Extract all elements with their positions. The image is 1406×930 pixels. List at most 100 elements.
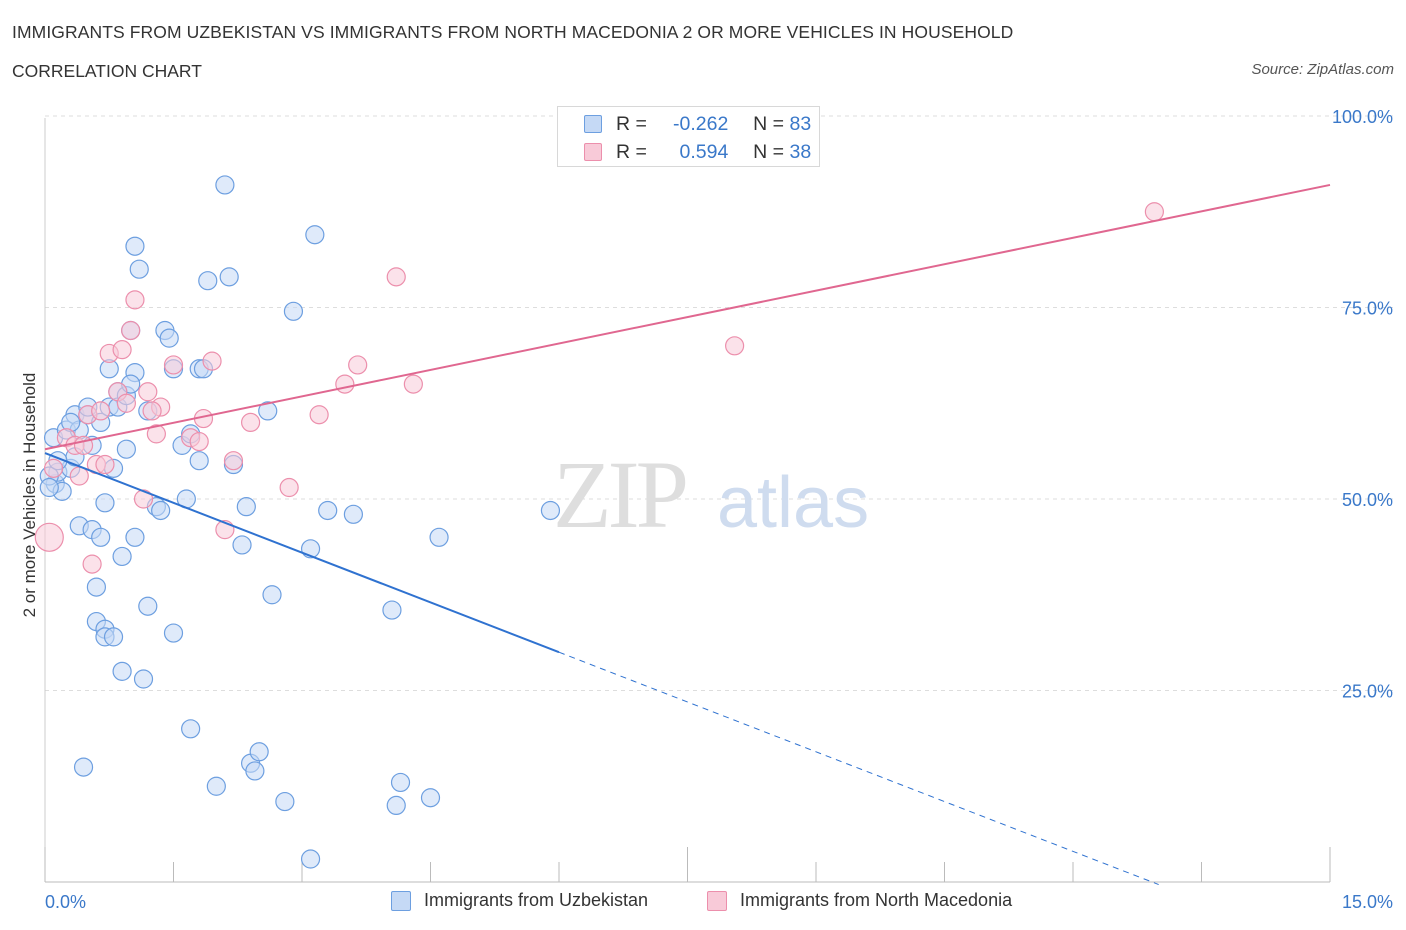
blue-point bbox=[215, 175, 235, 195]
blue-point bbox=[163, 623, 184, 643]
blue-point bbox=[420, 788, 441, 808]
stats-n-label: N = bbox=[753, 113, 785, 135]
blue-point bbox=[103, 627, 124, 647]
axes bbox=[44, 118, 1331, 883]
watermark-zip: ZIP bbox=[553, 441, 686, 548]
trend-lines bbox=[44, 183, 1331, 886]
blue-point bbox=[305, 225, 325, 245]
chart-title: IMMIGRANTS FROM UZBEKISTAN VS IMMIGRANTS… bbox=[12, 22, 1014, 42]
blue-point bbox=[95, 493, 115, 513]
stats-swatch-pink bbox=[584, 143, 602, 161]
pink-point bbox=[348, 355, 368, 375]
stats-swatch-blue bbox=[584, 115, 602, 133]
y-tick-label: 50.0% bbox=[1342, 490, 1393, 510]
stats-n-value: 38 bbox=[789, 141, 812, 163]
blue-point bbox=[386, 795, 406, 816]
blue-point bbox=[181, 719, 201, 739]
pink-point bbox=[91, 401, 111, 421]
trend-line-uzbekistan-extension bbox=[558, 651, 1159, 886]
series-north-macedonia-points bbox=[34, 202, 1164, 574]
stats-r-value: 0.594 bbox=[679, 141, 729, 163]
blue-point bbox=[283, 301, 304, 321]
x-tick-label: 0.0% bbox=[45, 892, 86, 912]
pink-point bbox=[309, 405, 329, 425]
blue-point bbox=[245, 761, 265, 781]
blue-point bbox=[343, 504, 363, 524]
blue-point bbox=[125, 236, 145, 256]
pink-point bbox=[133, 489, 154, 509]
pink-point bbox=[163, 355, 184, 375]
pink-point bbox=[116, 393, 136, 413]
y-tick-label: 75.0% bbox=[1342, 299, 1393, 319]
tick-labels: 25.0% 50.0% 75.0% 100.0% 0.0% 15.0% bbox=[45, 107, 1393, 912]
blue-point bbox=[189, 451, 209, 471]
pink-point bbox=[189, 431, 209, 452]
blue-point bbox=[258, 401, 278, 421]
legend-swatch-blue bbox=[391, 891, 411, 911]
stats-row-uzbekistan: R = -0.262 N = 83 bbox=[558, 112, 819, 138]
blue-point bbox=[39, 477, 59, 498]
blue-point bbox=[73, 757, 94, 777]
blue-point bbox=[249, 742, 269, 762]
watermark-atlas: atlas bbox=[717, 463, 869, 543]
y-tick-label: 100.0% bbox=[1332, 107, 1393, 127]
pink-point bbox=[223, 451, 244, 471]
blue-point bbox=[133, 669, 154, 689]
pink-point bbox=[202, 351, 222, 371]
pink-point bbox=[335, 374, 355, 394]
blue-point bbox=[112, 661, 132, 681]
blue-point bbox=[138, 596, 158, 616]
blue-point bbox=[318, 500, 338, 521]
blue-point bbox=[125, 527, 145, 547]
x-tick-label: 15.0% bbox=[1342, 892, 1393, 912]
blue-point bbox=[86, 577, 107, 597]
blue-point bbox=[112, 546, 132, 567]
grid-lines bbox=[45, 115, 1393, 691]
blue-point bbox=[91, 527, 111, 547]
blue-point bbox=[198, 271, 218, 291]
y-tick-label: 25.0% bbox=[1342, 682, 1393, 702]
stats-r-label: R = bbox=[616, 113, 647, 135]
blue-point bbox=[219, 267, 239, 287]
pink-point bbox=[1144, 202, 1164, 222]
blue-point bbox=[236, 497, 256, 517]
trend-line-north-macedonia bbox=[44, 183, 1331, 451]
watermark: ZIP atlas bbox=[553, 441, 869, 548]
stats-legend: R = -0.262 N = 83 R = 0.594 N = 38 bbox=[557, 106, 820, 167]
stats-row-north-macedonia: R = 0.594 N = 38 bbox=[558, 140, 819, 166]
stats-r-value: -0.262 bbox=[673, 113, 729, 135]
blue-point bbox=[429, 527, 449, 547]
legend-label-uzbekistan: Immigrants from Uzbekistan bbox=[424, 890, 649, 910]
pink-point bbox=[43, 458, 64, 478]
pink-point bbox=[34, 522, 64, 552]
blue-point bbox=[116, 439, 136, 459]
pink-point bbox=[386, 267, 406, 287]
blue-point bbox=[390, 772, 411, 793]
stats-text-blue: R = -0.262 N = 83 bbox=[616, 113, 811, 136]
stats-r-label: R = bbox=[616, 141, 647, 163]
pink-point bbox=[112, 340, 132, 360]
blue-point bbox=[540, 500, 561, 521]
pink-point bbox=[121, 320, 141, 341]
blue-point bbox=[206, 776, 226, 796]
pink-point bbox=[279, 477, 299, 498]
pink-point bbox=[125, 290, 145, 310]
legend-swatch-pink bbox=[707, 891, 727, 911]
blue-point bbox=[262, 585, 282, 605]
pink-point bbox=[725, 336, 745, 356]
chart-subtitle: CORRELATION CHART bbox=[12, 61, 202, 81]
trend-line-uzbekistan bbox=[44, 452, 560, 654]
series-legend: Immigrants from Uzbekistan Immigrants fr… bbox=[0, 889, 1406, 915]
pink-point bbox=[403, 374, 423, 394]
blue-point bbox=[232, 535, 252, 555]
stats-text-pink: R = 0.594 N = 38 bbox=[616, 141, 811, 164]
source-credit: Source: ZipAtlas.com bbox=[1251, 61, 1394, 78]
series-uzbekistan-points bbox=[39, 175, 561, 869]
stats-n-label: N = bbox=[753, 141, 785, 163]
pink-point bbox=[138, 382, 158, 402]
pink-point bbox=[146, 424, 166, 444]
legend-label-north-macedonia: Immigrants from North Macedonia bbox=[740, 890, 1013, 910]
pink-point bbox=[241, 412, 261, 432]
blue-point bbox=[129, 259, 149, 279]
